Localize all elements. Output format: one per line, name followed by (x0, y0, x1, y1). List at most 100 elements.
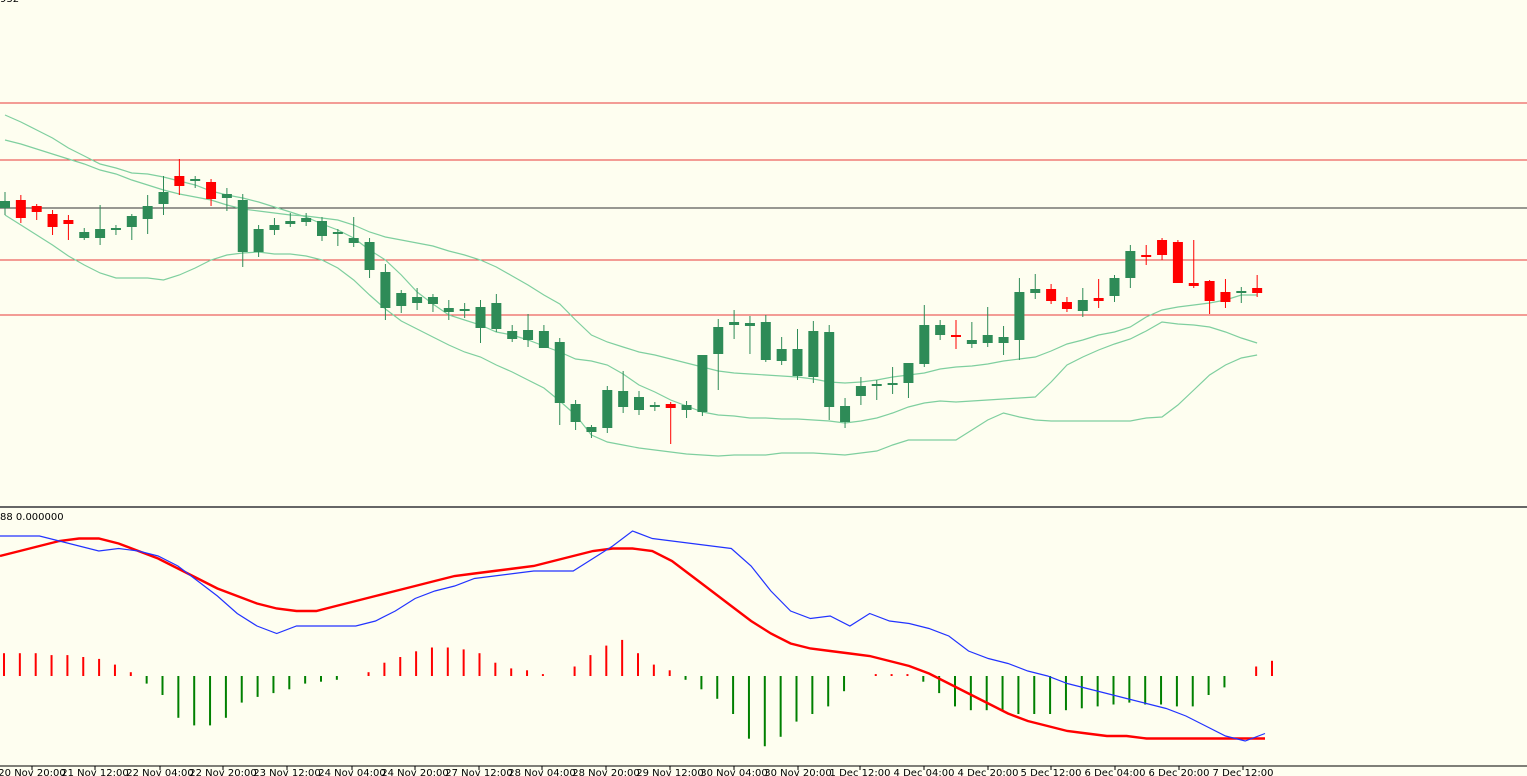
candle-body (269, 225, 280, 230)
candle-body (634, 397, 644, 410)
candle-body (237, 200, 248, 252)
candle-body (935, 325, 946, 335)
candle-body (966, 340, 977, 344)
candle-body (1093, 298, 1104, 301)
candle-body (1188, 283, 1199, 286)
x-tick-label: 24 Nov 20:00 (381, 768, 448, 776)
candle-body (475, 307, 486, 328)
x-tick-label: 20 Nov 20:00 (0, 768, 66, 776)
candle-body (1252, 288, 1263, 293)
candle-body (332, 232, 343, 234)
x-tick-label: 28 Nov 20:00 (572, 768, 639, 776)
candle-body (1014, 292, 1025, 340)
bollinger-upper (4, 214, 1258, 457)
candle-body (554, 342, 565, 403)
candle-body (253, 229, 264, 252)
candle-body (507, 331, 518, 339)
candle-body (744, 323, 755, 326)
x-tick-label: 1 Dec 12:00 (830, 768, 891, 776)
candle-body (31, 206, 42, 212)
candle-body (538, 331, 549, 348)
candle-body (190, 179, 201, 181)
candle-body (79, 232, 90, 238)
candle-body (887, 383, 898, 385)
candle-body (443, 308, 454, 312)
x-tick-label: 7 Dec 12:00 (1213, 768, 1274, 776)
candle-body (1061, 302, 1072, 309)
candle-body (1109, 278, 1120, 296)
candle-body (364, 242, 375, 270)
macd-signal-line (0, 537, 1265, 740)
candle-body (380, 272, 391, 308)
candle-body (1077, 300, 1088, 311)
x-tick-label: 6 Dec 04:00 (1085, 768, 1146, 776)
x-tick-label: 6 Dec 20:00 (1149, 768, 1210, 776)
candle-body (301, 218, 312, 222)
candle-body (998, 337, 1009, 343)
candle-body (586, 427, 597, 432)
candlesticks (0, 159, 1263, 444)
candle-body (982, 335, 993, 343)
candle-body (1125, 251, 1136, 278)
macd-lines (0, 530, 1266, 742)
candle-body (63, 220, 74, 224)
candle-body (523, 330, 534, 340)
x-tick-label: 23 Nov 12:00 (253, 768, 320, 776)
candle-body (808, 331, 819, 377)
candle-body (0, 201, 10, 208)
candle-body (760, 322, 771, 360)
candle-body (491, 303, 502, 329)
candle-body (649, 405, 660, 407)
candle-body (1141, 255, 1152, 257)
candle-body (602, 390, 613, 428)
x-tick-label: 24 Nov 04:00 (318, 768, 385, 776)
candle-body (142, 206, 153, 219)
candle-body (665, 404, 676, 408)
x-tick-label: 29 Nov 12:00 (636, 768, 703, 776)
candle-body (285, 221, 296, 224)
candle-body (126, 216, 137, 227)
candle-body (729, 322, 740, 325)
candle-body (1157, 240, 1168, 255)
candle-body (15, 200, 26, 218)
bollinger-middle (4, 139, 1258, 384)
candle-body (1220, 292, 1231, 302)
candle-body (951, 335, 961, 337)
candle-body (1236, 291, 1247, 293)
candle-body (871, 384, 882, 386)
candle-body (919, 325, 930, 364)
candle-body (618, 391, 629, 407)
candle-body (174, 176, 185, 186)
x-tick-label: 28 Nov 04:00 (508, 768, 575, 776)
candle-body (681, 405, 692, 410)
candle-body (459, 309, 470, 311)
corner-label: 932 (0, 0, 19, 5)
candle-body (317, 221, 327, 236)
candle-body (776, 349, 787, 361)
candle-body (206, 182, 217, 199)
candle-body (396, 293, 407, 306)
candle-body (95, 229, 106, 238)
candle-body (824, 332, 835, 407)
x-tick-label: 4 Dec 20:00 (958, 768, 1019, 776)
x-tick-label: 27 Nov 12:00 (445, 768, 512, 776)
candle-body (1030, 289, 1041, 293)
candle-body (713, 327, 724, 354)
candle-body (570, 404, 581, 422)
candle-body (221, 194, 232, 198)
candle-body (903, 363, 914, 383)
candle-body (697, 355, 708, 412)
candle-body (110, 228, 121, 230)
x-tick-label: 4 Dec 04:00 (894, 768, 955, 776)
candle-body (1172, 242, 1183, 283)
macd-main-line (0, 530, 1266, 742)
x-tick-label: 30 Nov 20:00 (764, 768, 831, 776)
x-tick-label: 21 Nov 12:00 (61, 768, 128, 776)
x-tick-label: 30 Nov 04:00 (700, 768, 767, 776)
candle-body (427, 297, 438, 304)
macd-histogram (3, 639, 1273, 747)
candle-body (1204, 281, 1215, 301)
